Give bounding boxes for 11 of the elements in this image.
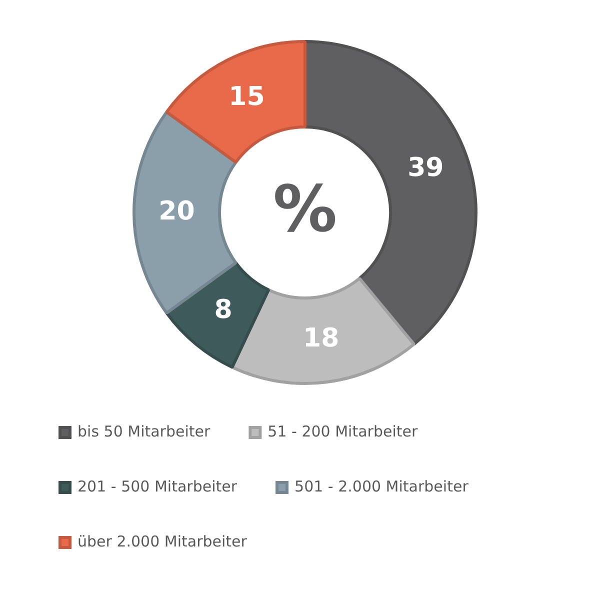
legend-label: 501 - 2.000 Mitarbeiter bbox=[294, 477, 470, 496]
data-label: 8 bbox=[214, 295, 232, 326]
data-label: 15 bbox=[228, 82, 265, 112]
data-label: 20 bbox=[158, 196, 195, 226]
legend-label: 51 - 200 Mitarbeiter bbox=[268, 422, 418, 440]
data-label: 39 bbox=[408, 152, 444, 183]
data-label: 18 bbox=[302, 323, 340, 354]
text: % bbox=[272, 173, 338, 248]
legend-label: bis 50 Mitarbeiter bbox=[78, 422, 212, 440]
legend-label: 201 - 500 Mitarbeiter bbox=[78, 477, 238, 496]
legend-label: über 2.000 Mitarbeiter bbox=[78, 532, 248, 550]
